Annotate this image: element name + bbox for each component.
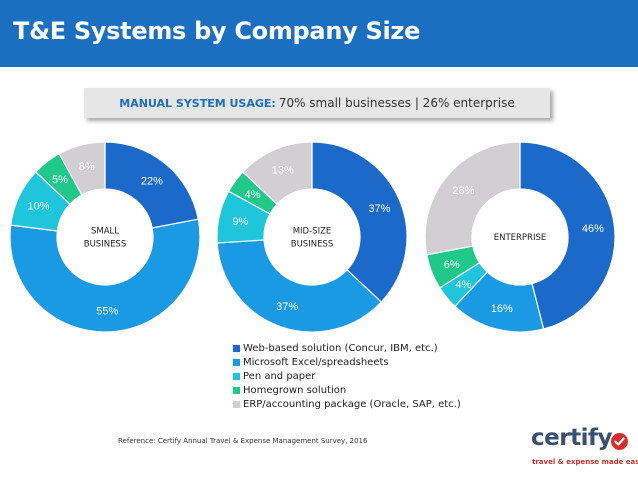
legend-item: Homegrown solution xyxy=(233,383,461,397)
slice-label-0-3: 5% xyxy=(52,174,68,186)
slice-2-4 xyxy=(424,141,521,256)
center-label-2-0: ENTERPRISE xyxy=(494,233,547,243)
legend-item: Web-based solution (Concur, IBM, etc.) xyxy=(233,341,461,355)
slice-label-2-0: 46% xyxy=(582,223,604,235)
slice-label-1-2: 9% xyxy=(232,216,248,228)
center-label-1-1: BUSINESS xyxy=(291,240,333,250)
center-label-0-0: SMALL xyxy=(91,227,119,237)
reference-note: Reference: Certify Annual Travel & Expen… xyxy=(118,437,368,445)
banner-text: 70% small businesses | 26% enterprise xyxy=(278,96,515,110)
slice-label-2-1: 16% xyxy=(491,303,513,315)
legend-swatch-2 xyxy=(233,372,240,380)
legend-swatch-3 xyxy=(233,386,240,394)
center-label-1-0: MID-SIZE xyxy=(293,227,332,237)
slice-2-0 xyxy=(519,141,616,330)
legend-item: ERP/accounting package (Oracle, SAP, etc… xyxy=(233,397,461,411)
legend-item: Microsoft Excel/spreadsheets xyxy=(233,355,461,369)
slice-label-1-4: 13% xyxy=(272,165,294,177)
legend-label: Web-based solution (Concur, IBM, etc.) xyxy=(243,342,438,354)
slice-1-4 xyxy=(241,141,313,205)
slice-label-0-4: 8% xyxy=(79,161,95,173)
header-bar: T&E Systems by Company Size xyxy=(0,0,638,67)
slice-label-0-2: 10% xyxy=(27,201,49,213)
banner-label: MANUAL SYSTEM USAGE: xyxy=(119,96,276,110)
slice-0-0 xyxy=(104,141,200,229)
slice-label-1-1: 37% xyxy=(276,301,298,313)
legend-label: Microsoft Excel/spreadsheets xyxy=(243,356,389,368)
legend-swatch-0 xyxy=(233,344,240,352)
slice-label-2-4: 28% xyxy=(452,185,474,197)
slice-1-0 xyxy=(311,141,408,303)
slice-0-4 xyxy=(58,141,106,196)
logo-tagline: travel & expense made easy xyxy=(532,458,638,466)
slice-0-1 xyxy=(9,218,201,333)
slice-1-1 xyxy=(216,239,383,333)
legend-item: Pen and paper xyxy=(233,369,461,383)
legend: Web-based solution (Concur, IBM, etc.) M… xyxy=(233,341,461,411)
slice-label-0-1: 55% xyxy=(96,305,118,317)
legend-swatch-4 xyxy=(233,400,240,408)
legend-label: Homegrown solution xyxy=(243,384,347,396)
legend-label: ERP/accounting package (Oracle, SAP, etc… xyxy=(243,398,461,410)
slice-label-2-2: 4% xyxy=(455,279,471,291)
slice-label-0-0: 22% xyxy=(141,175,163,187)
certify-logo: certify travel & expense made easy xyxy=(531,425,638,475)
slice-label-1-0: 37% xyxy=(368,203,390,215)
legend-swatch-1 xyxy=(233,358,240,366)
center-label-0-1: BUSINESS xyxy=(84,240,126,250)
manual-usage-banner: MANUAL SYSTEM USAGE: 70% small businesse… xyxy=(84,88,550,118)
legend-label: Pen and paper xyxy=(243,370,316,382)
page-title: T&E Systems by Company Size xyxy=(13,17,421,45)
check-icon xyxy=(611,433,628,450)
slice-label-2-3: 6% xyxy=(444,259,460,271)
logo-wordmark: certify xyxy=(531,425,612,451)
slice-label-1-3: 4% xyxy=(245,189,261,201)
